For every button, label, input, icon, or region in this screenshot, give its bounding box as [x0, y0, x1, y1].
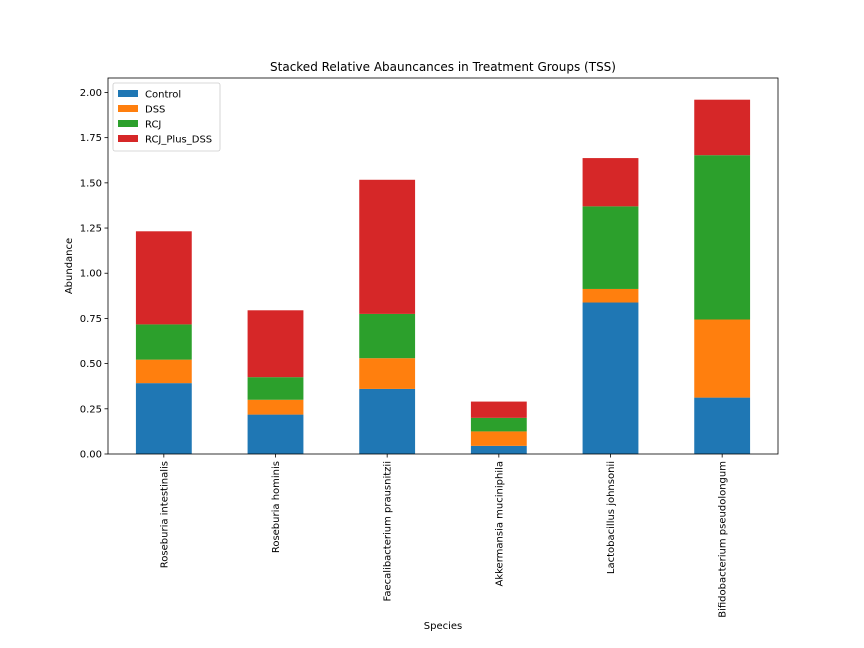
bar-rcj-plus-dss-4: [470, 401, 527, 418]
bar-rcj-3: [359, 313, 416, 359]
plot-frame: [107, 77, 779, 455]
bar-dss-3: [359, 358, 416, 389]
bar-dss-5: [582, 288, 639, 303]
y-tick-label: 2.00: [80, 88, 102, 99]
bar-control-6: [694, 397, 751, 454]
y-tick-label: 1.25: [80, 224, 102, 235]
y-tick-label: 0.75: [80, 314, 102, 325]
bar-control-2: [247, 414, 304, 454]
y-tick-label: 1.75: [80, 133, 102, 144]
bar-control-4: [470, 445, 527, 454]
legend-box: [112, 82, 221, 152]
y-tick-label: 0.50: [80, 359, 102, 370]
bar-rcj-plus-dss-3: [359, 179, 416, 314]
bar-dss-1: [135, 359, 192, 384]
x-tick-label: Roseburia hominis: [271, 461, 282, 553]
y-tick-label: 0.25: [80, 404, 102, 415]
chart-title: Stacked Relative Abauncances in Treatmen…: [270, 60, 616, 74]
legend-swatch: [118, 90, 138, 97]
y-axis: 0.00 0.25 0.50 0.75 1.00 1.25 1.50 1.75 2.00: [80, 88, 108, 461]
legend-label: Control: [145, 90, 181, 101]
bar-rcj-plus-dss-5: [582, 158, 639, 207]
x-tick-label: Roseburia intestinalis: [159, 461, 170, 568]
x-tick-label: Bifidobacterium pseudolongum: [718, 461, 729, 618]
legend-label: RCJ_Plus_DSS: [145, 135, 212, 146]
legend-swatch: [118, 105, 138, 112]
x-tick-label: Akkermansia muciniphila: [494, 461, 505, 586]
x-tick-label: Lactobacillus johnsonii: [606, 461, 617, 574]
x-tick-label: Faecalibacterium prausnitzii: [383, 461, 394, 601]
bar-rcj-1: [135, 324, 192, 360]
bar-rcj-6: [694, 155, 751, 320]
x-axis: Roseburia intestinalis Roseburia hominis F…: [159, 454, 729, 618]
bar-control-5: [582, 302, 639, 454]
legend-label: RCJ: [145, 120, 161, 131]
bar-rcj-5: [582, 206, 639, 289]
bar-rcj-plus-dss-1: [135, 231, 192, 325]
x-axis-title: Species: [424, 621, 463, 632]
bar-rcj-2: [247, 377, 304, 400]
legend: Control DSS RCJ RCJ_Plus_DSS: [112, 82, 221, 152]
bar-rcj-plus-dss-2: [247, 310, 304, 378]
bar-dss-2: [247, 399, 304, 415]
legend-swatch: [118, 120, 138, 127]
bar-rcj-4: [470, 417, 527, 432]
legend-swatch: [118, 135, 138, 142]
bar-control-3: [359, 388, 416, 454]
y-tick-label: 1.00: [80, 269, 102, 280]
y-tick-label: 1.50: [80, 178, 102, 189]
y-tick-label: 0.00: [80, 450, 102, 461]
bar-dss-4: [470, 431, 527, 446]
legend-label: DSS: [145, 105, 165, 116]
bar-dss-6: [694, 319, 751, 398]
bar-control-1: [135, 383, 192, 454]
bar-rcj-plus-dss-6: [694, 99, 751, 156]
y-axis-title: Abundance: [64, 238, 75, 294]
bars-layer: [135, 99, 751, 454]
